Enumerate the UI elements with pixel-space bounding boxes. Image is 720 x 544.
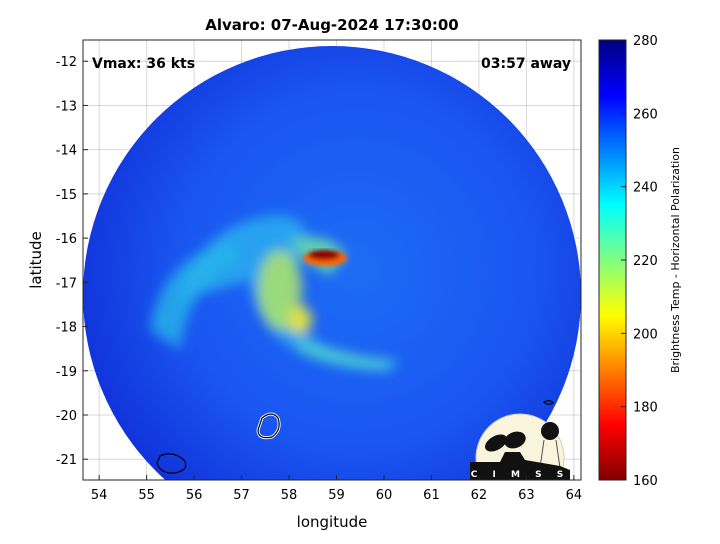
colorbar-ticks: 160 180 200 220 240 260 280	[621, 34, 658, 489]
x-tick-label: 60	[376, 488, 393, 503]
y-tick-label: -15	[56, 188, 77, 203]
chart-title: Alvaro: 07-Aug-2024 17:30:00	[205, 16, 459, 34]
cimss-logo: C I M S S	[470, 413, 570, 480]
coastline-islands	[156, 400, 554, 474]
svg-text:C I M S S: C I M S S	[471, 470, 569, 480]
y-tick-label: -16	[56, 232, 77, 247]
x-tick-label: 63	[518, 488, 535, 503]
y-tick-label: -18	[56, 321, 77, 336]
colorbar-tick-label: 220	[633, 254, 658, 269]
x-axis-label: longitude	[297, 513, 368, 531]
y-axis: -12 -13 -14 -15 -16 -17 -18 -19 -20 -21	[56, 55, 88, 468]
y-tick-label: -13	[56, 99, 77, 114]
colorbar-tick-label: 180	[633, 401, 658, 416]
colorbar-tick-label: 240	[633, 181, 658, 196]
colorbar-tick-label: 280	[633, 34, 658, 49]
y-tick-label: -20	[56, 409, 77, 424]
colorbar-tick-label: 200	[633, 327, 658, 342]
vmax-label: Vmax: 36 kts	[92, 56, 195, 72]
y-tick-label: -14	[56, 144, 77, 159]
x-axis: 54 55 56 57 58 59 60 61 62 63 64	[91, 475, 582, 503]
colorbar-label: Brightness Temp - Horizontal Polarizatio…	[669, 147, 682, 373]
x-tick-label: 59	[328, 488, 345, 503]
x-tick-label: 56	[186, 488, 203, 503]
x-tick-label: 64	[566, 488, 583, 503]
colorbar-tick-label: 260	[633, 107, 658, 122]
satellite-swath	[83, 46, 581, 480]
y-tick-label: -17	[56, 276, 77, 291]
colorbar-tick-label: 160	[633, 474, 658, 489]
x-tick-label: 58	[281, 488, 298, 503]
y-tick-label: -12	[56, 55, 77, 70]
x-tick-label: 55	[138, 488, 155, 503]
time-away-label: 03:57 away	[481, 56, 571, 72]
y-tick-label: -21	[56, 453, 77, 468]
x-tick-label: 54	[91, 488, 108, 503]
plot-frame	[82, 39, 582, 481]
x-tick-label: 62	[471, 488, 488, 503]
y-tick-label: -19	[56, 365, 77, 380]
y-axis-label: latitude	[27, 231, 45, 289]
x-tick-label: 57	[233, 488, 250, 503]
x-tick-label: 61	[423, 488, 440, 503]
